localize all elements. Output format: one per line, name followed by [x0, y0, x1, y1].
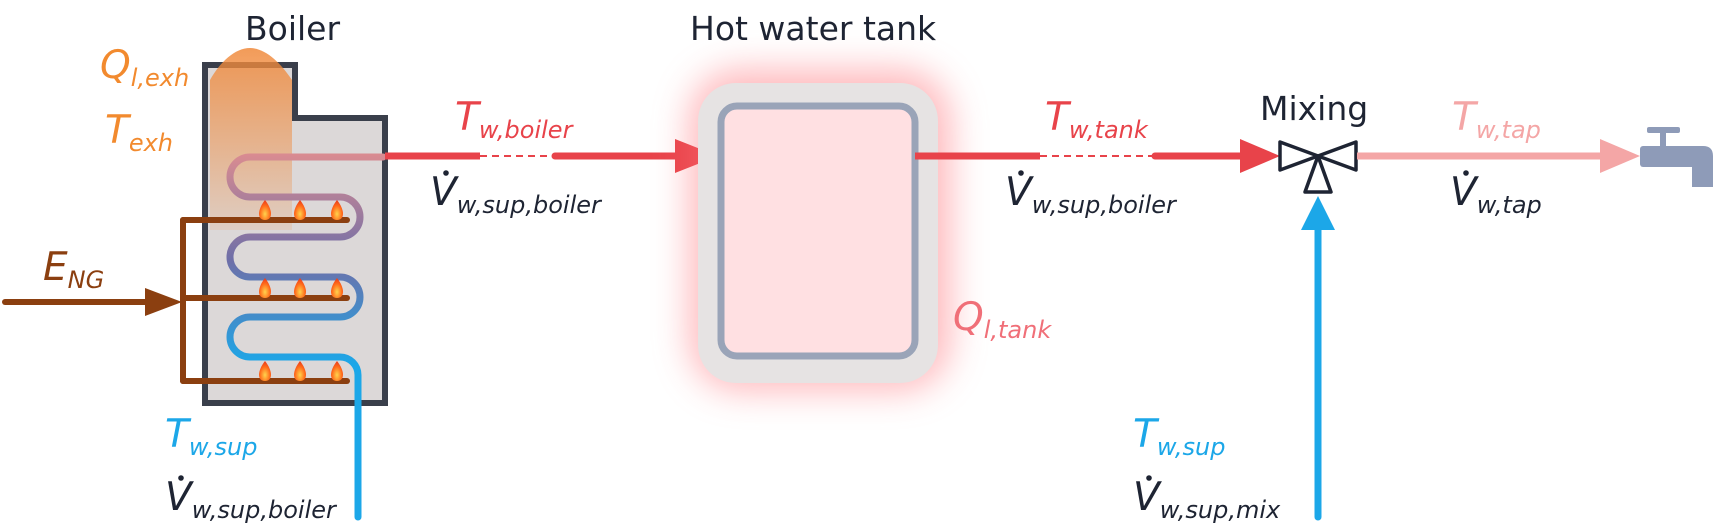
label-v-w-sup-boiler-mid: Vw,sup,boiler: [430, 170, 603, 219]
exhaust-plume: [210, 48, 292, 230]
label-v-w-tap: Vw,tap: [1450, 170, 1542, 219]
flow-dot-bottom-left: [178, 475, 184, 481]
cold-supply-to-mixing: [1301, 196, 1335, 521]
flame-icon: [331, 361, 343, 381]
label-e-ng-sub: NG: [68, 266, 105, 294]
boiler: [180, 48, 388, 521]
label-v-w-sup-mix-main: V: [1133, 475, 1162, 520]
flame-icon: [294, 361, 306, 381]
label-q-exh: Ql,exh: [100, 43, 189, 92]
label-t-w-tap-main: T: [1452, 95, 1479, 140]
label-t-w-boiler-main: T: [455, 95, 482, 140]
label-q-exh-main: Q: [100, 43, 131, 88]
flame-icon: [294, 200, 306, 220]
flame-icon: [331, 200, 343, 220]
label-t-w-tank: Tw,tank: [1045, 95, 1149, 144]
flow-dot-mid: [443, 170, 449, 176]
label-t-exh-main: T: [105, 108, 132, 153]
mixing-heading: Mixing: [1260, 89, 1368, 128]
flow-dot-tap: [1463, 170, 1469, 176]
label-v-w-sup-boiler-bottom-sub: w,sup,boiler: [192, 496, 338, 524]
label-v-w-tap-main: V: [1450, 170, 1479, 215]
boiler-heading: Boiler: [245, 9, 340, 48]
label-t-w-sup-boiler: Tw,sup: [165, 412, 258, 461]
hot-pipe-tank-to-mixing: [915, 139, 1280, 173]
label-q-exh-sub: l,exh: [131, 64, 189, 92]
label-q-tank-main: Q: [953, 295, 984, 340]
label-t-w-sup-boiler-main: T: [165, 412, 192, 457]
flow-dots: [178, 170, 1469, 481]
label-v-w-tap-sub: w,tap: [1477, 191, 1542, 219]
label-t-w-boiler-sub: w,boiler: [479, 116, 575, 144]
flame-icon: [259, 361, 271, 381]
label-t-w-sup-mix-sub: w,sup: [1157, 433, 1226, 461]
label-e-ng: ENG: [43, 245, 104, 294]
flame-icon: [294, 278, 306, 298]
label-q-tank: Ql,tank: [953, 295, 1052, 344]
tap-pipe: [1357, 139, 1640, 173]
heat-exchanger-coil: [226, 153, 387, 521]
label-t-w-tank-sub: w,tank: [1069, 116, 1149, 144]
label-t-w-sup-mix-main: T: [1133, 412, 1160, 457]
label-t-exh-sub: exh: [129, 129, 173, 157]
mixing-valve-icon: [1278, 140, 1358, 194]
label-t-w-tap-sub: w,tap: [1476, 116, 1541, 144]
flame-icon: [259, 278, 271, 298]
flow-dot-mix: [1146, 475, 1152, 481]
label-t-w-sup-boiler-sub: w,sup: [189, 433, 258, 461]
flame-icon: [331, 278, 343, 298]
label-t-w-tank-main: T: [1045, 95, 1072, 140]
label-v-w-sup-mix: Vw,sup,mix: [1133, 475, 1281, 524]
label-v-w-sup-boiler-mid-sub: w,sup,boiler: [457, 191, 603, 219]
label-v-w-sup-boiler-mid-main: V: [430, 170, 459, 215]
label-t-w-sup-mix: Tw,sup: [1133, 412, 1226, 461]
label-v-w-sup-mix-sub: w,sup,mix: [1160, 496, 1281, 524]
flow-dot-right: [1018, 170, 1024, 176]
label-e-ng-main: E: [43, 245, 68, 290]
tank-inner: [717, 102, 919, 360]
label-v-w-sup-boiler-right: Vw,sup,boiler: [1005, 170, 1178, 219]
hot-pipe-boiler-to-tank: [385, 139, 718, 173]
label-t-w-tap: Tw,tap: [1452, 95, 1541, 144]
label-t-w-boiler: Tw,boiler: [455, 95, 575, 144]
tank-heading: Hot water tank: [690, 9, 937, 48]
gas-input-arrow: [2, 288, 182, 316]
flame-icon: [259, 200, 271, 220]
label-v-w-sup-boiler-right-main: V: [1005, 170, 1034, 215]
label-t-exh: Texh: [105, 108, 173, 157]
label-v-w-sup-boiler-bottom: Vw,sup,boiler: [165, 475, 338, 524]
burner-flames: [259, 200, 343, 381]
hot-water-tank: [690, 70, 950, 390]
label-v-w-sup-boiler-right-sub: w,sup,boiler: [1032, 191, 1178, 219]
faucet-icon: [1640, 127, 1713, 187]
label-v-w-sup-boiler-bottom-main: V: [165, 475, 194, 520]
label-q-tank-sub: l,tank: [984, 316, 1053, 344]
